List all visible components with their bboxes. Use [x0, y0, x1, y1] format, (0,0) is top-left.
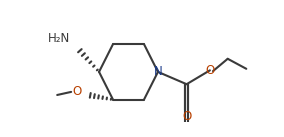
Text: N: N [154, 65, 162, 78]
Text: O: O [205, 64, 214, 77]
Text: O: O [182, 110, 191, 123]
Text: H₂N: H₂N [48, 32, 70, 45]
Text: O: O [72, 85, 81, 98]
